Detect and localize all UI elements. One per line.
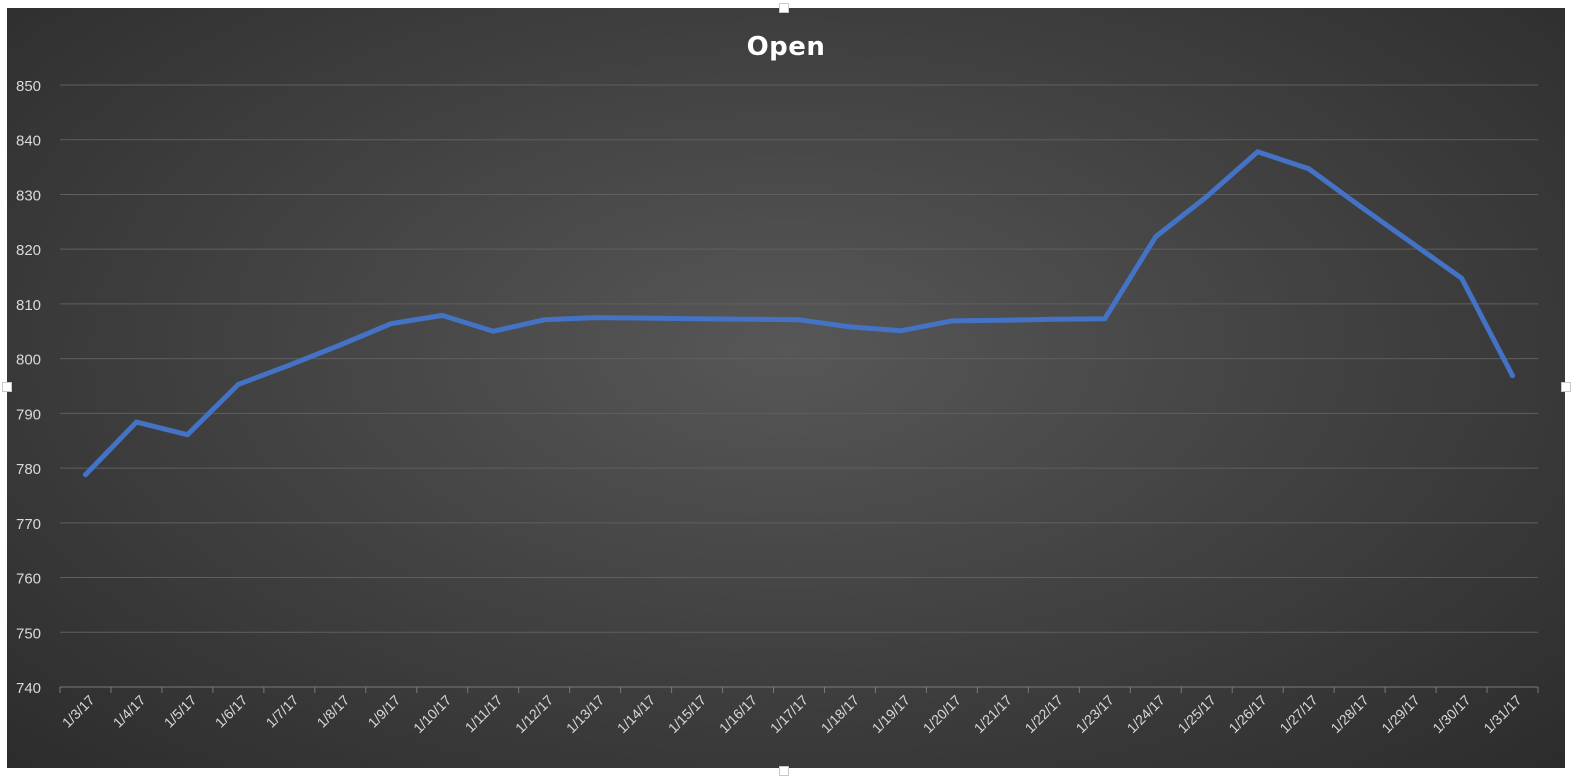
data-point — [694, 316, 700, 322]
data-point — [388, 321, 394, 327]
x-tick-label: 1/25/17 — [1174, 692, 1218, 736]
resize-handle-top[interactable] — [779, 3, 789, 13]
data-point — [82, 472, 88, 478]
data-point — [1102, 316, 1108, 322]
x-tick-label: 1/6/17 — [212, 692, 251, 731]
data-point — [1000, 317, 1006, 323]
chart-title: Open — [746, 32, 826, 62]
y-tick-label: 840 — [16, 133, 41, 150]
y-tick-label: 790 — [16, 406, 41, 423]
data-point — [1459, 275, 1465, 281]
x-tick-label: 1/12/17 — [512, 692, 556, 736]
data-point — [184, 432, 190, 438]
x-tick-label: 1/24/17 — [1124, 692, 1168, 736]
x-tick-label: 1/28/17 — [1327, 692, 1371, 736]
x-tick-label: 1/8/17 — [314, 692, 353, 731]
x-tick-label: 1/7/17 — [263, 692, 302, 731]
data-point — [541, 317, 547, 323]
x-tick-label: 1/21/17 — [971, 692, 1015, 736]
x-tick-label: 1/11/17 — [462, 692, 506, 736]
data-point — [490, 328, 496, 334]
data-point — [745, 316, 751, 322]
data-point — [235, 381, 241, 387]
data-point — [1510, 373, 1516, 379]
data-point — [898, 328, 904, 334]
x-tick-label: 1/5/17 — [161, 692, 200, 731]
y-tick-label: 830 — [16, 187, 41, 204]
y-tick-label: 740 — [16, 680, 41, 697]
y-tick-label: 820 — [16, 242, 41, 259]
data-point — [1153, 234, 1159, 240]
x-tick-label: 1/19/17 — [869, 692, 913, 736]
x-tick-label: 1/9/17 — [365, 692, 404, 731]
data-point — [337, 342, 343, 348]
chart-area[interactable]: Open 740 750 760 770 780 790 800 810 820 830 840 85… — [7, 8, 1565, 768]
x-tick-label: 1/31/17 — [1480, 692, 1524, 736]
series-line — [83, 149, 1515, 478]
resize-handle-right[interactable] — [1561, 382, 1571, 392]
data-point — [286, 362, 292, 368]
y-tick-label: 750 — [16, 625, 41, 642]
x-tick-label: 1/4/17 — [110, 692, 149, 731]
y-tick-label: 780 — [16, 461, 41, 478]
data-point — [847, 324, 853, 330]
x-tick-label: 1/17/17 — [767, 692, 811, 736]
data-point — [1255, 149, 1261, 155]
x-tick-label: 1/23/17 — [1073, 692, 1117, 736]
x-tick-label: 1/20/17 — [920, 692, 964, 736]
resize-handle-bottom[interactable] — [779, 766, 789, 776]
y-tick-label: 760 — [16, 571, 41, 588]
data-point — [796, 317, 802, 323]
x-tick-label: 1/14/17 — [614, 692, 658, 736]
x-tick-label: 1/13/17 — [563, 692, 607, 736]
resize-handle-left[interactable] — [2, 382, 12, 392]
y-tick-label: 770 — [16, 516, 41, 533]
data-point — [592, 315, 598, 321]
data-point — [439, 312, 445, 318]
data-point — [643, 315, 649, 321]
y-tick-label: 850 — [16, 78, 41, 95]
data-point — [1204, 194, 1210, 200]
x-tick-label: 1/26/17 — [1225, 692, 1269, 736]
x-tick-label: 1/16/17 — [716, 692, 760, 736]
line-chart: 740 750 760 770 780 790 800 810 820 830 840 850 1/3/… — [16, 78, 1539, 736]
data-point — [133, 419, 139, 425]
x-tick-label: 1/30/17 — [1429, 692, 1473, 736]
x-tick-label: 1/3/17 — [59, 692, 98, 731]
x-tick-label: 1/15/17 — [665, 692, 709, 736]
y-tick-label: 810 — [16, 297, 41, 314]
y-tick-label: 800 — [16, 352, 41, 369]
data-point — [949, 318, 955, 324]
x-tick-label: 1/22/17 — [1022, 692, 1066, 736]
x-tick-label: 1/27/17 — [1276, 692, 1320, 736]
data-point — [1306, 166, 1312, 172]
data-point — [1051, 316, 1057, 322]
x-tick-label: 1/10/17 — [410, 692, 454, 736]
data-point — [1408, 239, 1414, 245]
data-point — [1357, 203, 1363, 209]
x-tick-label: 1/29/17 — [1378, 692, 1422, 736]
x-tick-label: 1/18/17 — [818, 692, 862, 736]
